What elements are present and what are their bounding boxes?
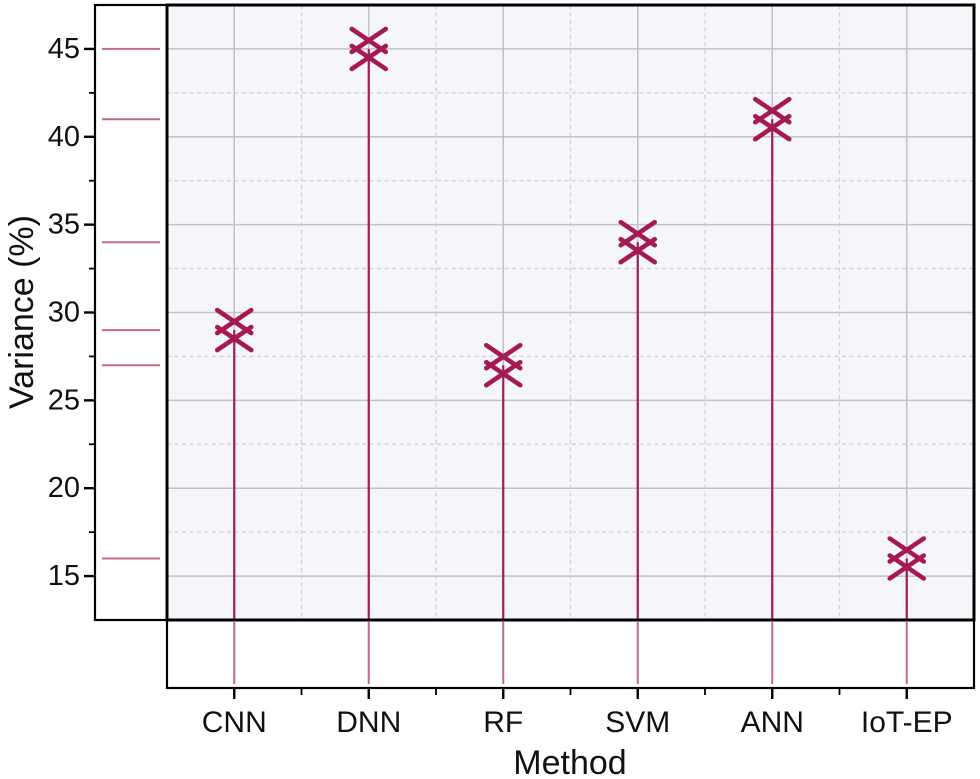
marker-stroke [887,553,927,581]
x-category-label: IoT-EP [861,706,953,739]
y-axis: 15 20 25 30 35 40 45 [48,33,95,592]
y-axis-title: Variance (%) [3,215,41,409]
x-axis: CNN DNN RF SVM ANN IoT-EP [202,688,953,739]
x-category-label: ANN [741,706,804,739]
bottom-rug-panel [165,618,976,690]
y-tick-label: 20 [48,472,80,504]
plot-border [165,3,976,622]
marker-stroke [752,113,792,142]
y-tick-label: 35 [48,209,80,241]
marker-stroke [618,236,658,265]
y-tick-label: 25 [48,384,80,416]
bottom-rug-panel-frame [165,618,976,690]
y-tick-label: 45 [48,33,80,65]
marker-stroke [214,324,254,353]
marker-ANN [752,96,792,142]
marker-CNN [214,307,254,353]
x-axis-title: Method [513,744,626,779]
x-category-label: SVM [605,706,670,739]
marker-SVM [618,219,658,265]
left-rug-panel [93,3,169,622]
marker-RF [483,342,523,388]
y-tick-label: 40 [48,121,80,153]
marker-stroke [349,43,389,72]
left-rug-panel-frame [93,3,169,622]
y-tick-label: 15 [48,560,80,592]
x-category-label: CNN [202,706,267,739]
x-category-label: RF [483,706,523,739]
y-tick-label: 30 [48,297,80,329]
x-category-label: DNN [336,706,401,739]
marker-stroke [483,359,523,388]
marker-IoT-EP [887,536,927,581]
marker-DNN [349,26,389,72]
plot-area [165,3,976,622]
